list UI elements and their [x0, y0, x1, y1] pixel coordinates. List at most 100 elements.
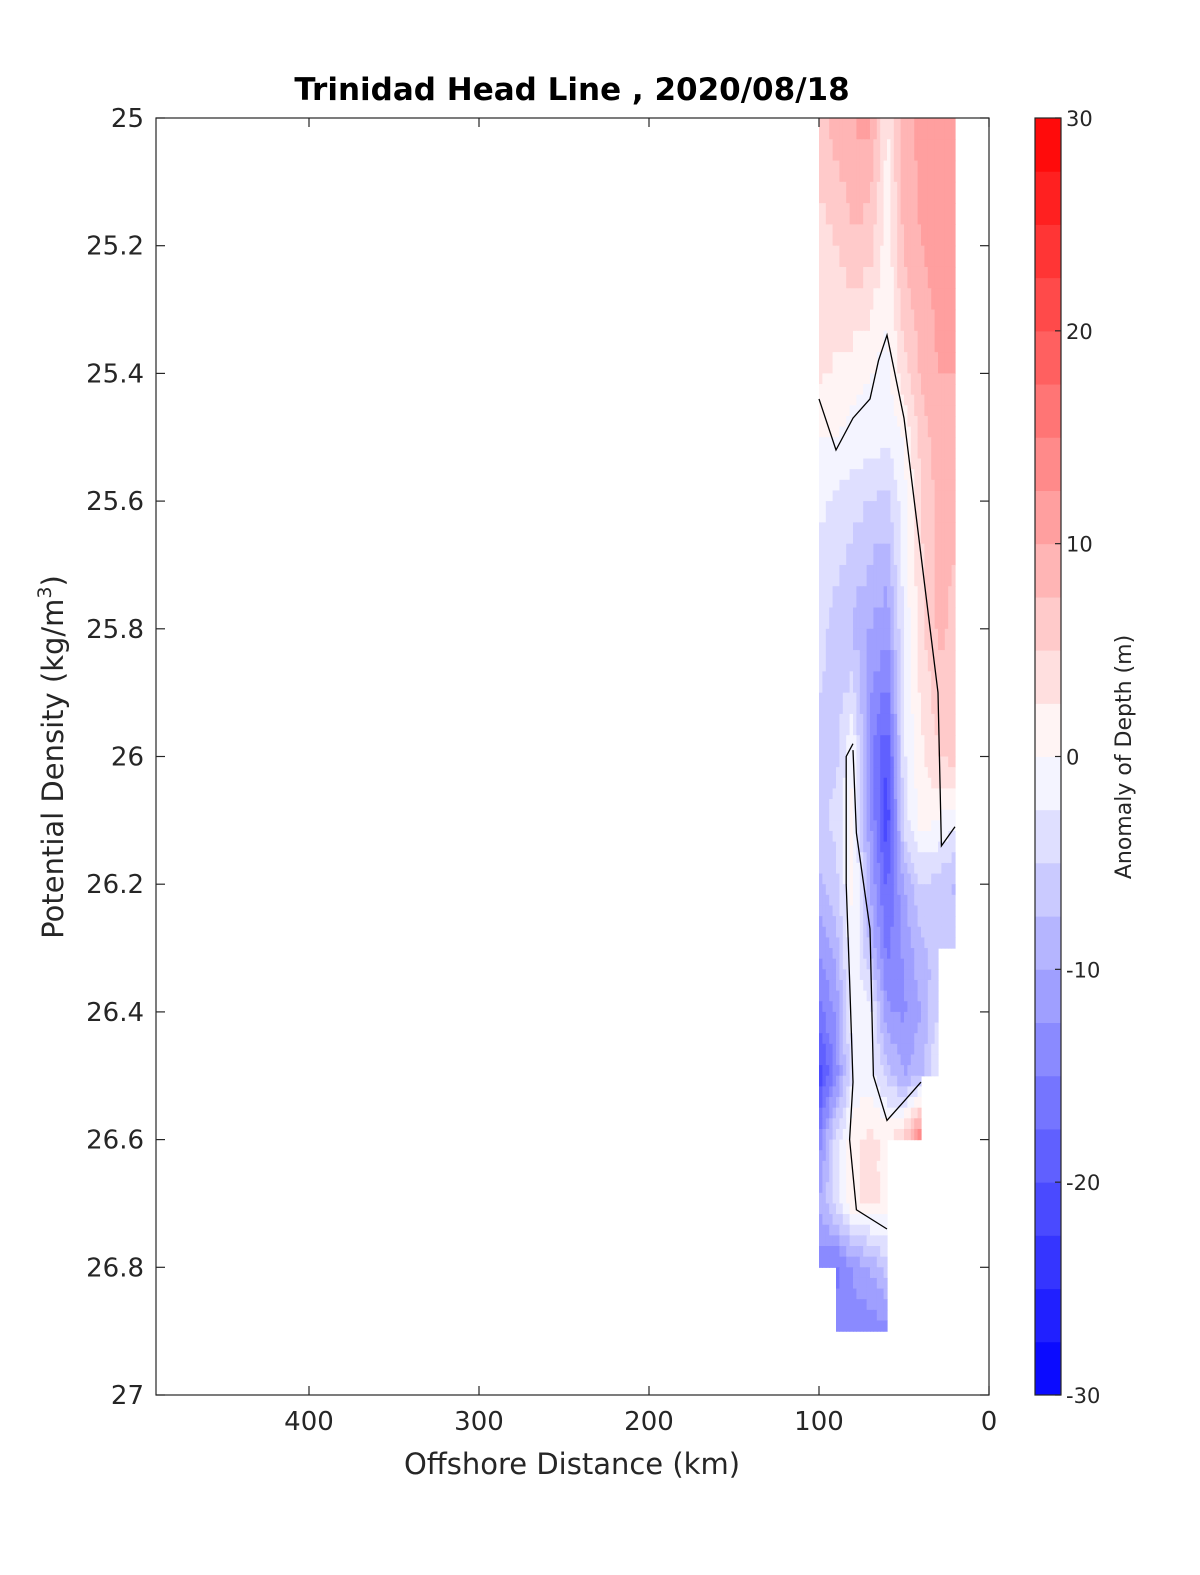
contour-cell — [849, 969, 854, 981]
contour-cell — [819, 384, 823, 396]
contour-cell — [866, 1309, 871, 1322]
contour-cell — [825, 586, 830, 609]
contour-cell — [853, 160, 857, 183]
contour-cell — [900, 1022, 905, 1034]
contour-cell — [904, 937, 908, 949]
contour-cell — [917, 543, 922, 566]
contour-cell — [836, 384, 840, 396]
contour-cell — [914, 564, 919, 587]
contour-cell — [927, 767, 932, 779]
contour-cell — [836, 607, 840, 630]
contour-cell — [941, 139, 946, 162]
contour-cell — [822, 426, 827, 438]
contour-cell — [870, 1288, 874, 1300]
contour-cell — [914, 926, 919, 939]
contour-cell — [829, 384, 834, 396]
contour-cell — [931, 309, 936, 332]
contour-cell — [907, 1022, 912, 1034]
contour-cell — [849, 426, 854, 438]
contour-cell — [839, 1182, 844, 1194]
contour-cell — [839, 1043, 844, 1056]
contour-cell — [883, 1214, 888, 1226]
contour-cell — [846, 522, 851, 545]
contour-cell — [917, 373, 922, 385]
contour-cell — [859, 352, 864, 374]
contour-cell — [859, 884, 864, 896]
contour-cell — [859, 1075, 864, 1087]
contour-cell — [839, 586, 844, 609]
contour-cell — [876, 447, 881, 460]
contour-cell — [832, 160, 837, 183]
colorbar-swatch — [1035, 969, 1061, 1024]
contour-cell — [842, 1288, 847, 1300]
contour-cell — [927, 692, 932, 715]
contour-cell — [927, 894, 932, 907]
contour-cell — [829, 458, 834, 470]
contour-cell — [870, 767, 874, 779]
contour-cell — [839, 1320, 844, 1332]
contour-cell — [900, 564, 905, 587]
contour-cell — [842, 139, 847, 162]
contour-cell — [839, 884, 844, 896]
contour-cell — [934, 788, 939, 800]
contour-cell — [948, 522, 953, 545]
contour-cell — [846, 1011, 851, 1024]
contour-cell — [897, 820, 902, 832]
contour-cell — [853, 809, 857, 821]
contour-cell — [836, 564, 840, 587]
contour-cell — [866, 1320, 871, 1332]
contour-cell — [822, 1256, 827, 1268]
contour-cell — [897, 352, 902, 374]
contour-cell — [917, 288, 922, 311]
contour-cell — [853, 926, 857, 939]
contour-cell — [917, 916, 922, 928]
contour-cell — [873, 1086, 878, 1098]
contour-cell — [856, 330, 861, 353]
contour-cell — [934, 160, 939, 183]
contour-cell — [846, 713, 851, 736]
contour-cell — [873, 820, 878, 832]
contour-cell — [853, 830, 857, 843]
contour-cell — [822, 767, 827, 779]
contour-cell — [870, 841, 874, 853]
contour-cell — [924, 564, 929, 587]
contour-cell — [853, 1043, 857, 1056]
contour-cell — [839, 799, 844, 811]
contour-cell — [866, 160, 871, 183]
contour-cell — [825, 671, 830, 694]
contour-cell — [948, 586, 953, 609]
contour-cell — [910, 447, 915, 460]
contour-cell — [856, 160, 861, 183]
contour-cell — [907, 405, 912, 417]
contour-cell — [829, 767, 834, 779]
contour-cell — [856, 181, 861, 204]
contour-cell — [941, 735, 946, 758]
contour-cell — [944, 820, 949, 832]
contour-cell — [832, 426, 837, 438]
contour-cell — [859, 1246, 864, 1258]
contour-cell — [866, 437, 871, 449]
contour-cell — [866, 1054, 871, 1066]
contour-cell — [832, 245, 837, 268]
contour-cell — [897, 671, 902, 694]
contour-cell — [893, 203, 898, 226]
contour-cell — [842, 543, 847, 566]
contour-cell — [914, 288, 919, 311]
contour-cell — [859, 384, 864, 396]
contour-cell — [910, 979, 915, 992]
contour-cell — [870, 937, 874, 949]
contour-cell — [904, 1075, 908, 1087]
contour-cell — [832, 1001, 837, 1013]
contour-cell — [941, 905, 946, 917]
contour-cell — [938, 330, 942, 353]
contour-cell — [822, 926, 827, 939]
contour-cell — [893, 1128, 898, 1141]
contour-cell — [846, 1001, 851, 1013]
contour-cell — [819, 1246, 823, 1258]
contour-cell — [863, 415, 868, 428]
contour-cell — [876, 1160, 881, 1173]
contour-cell — [873, 437, 878, 449]
contour-cell — [907, 777, 912, 790]
contour-cell — [924, 1011, 929, 1024]
contour-cell — [934, 437, 939, 449]
